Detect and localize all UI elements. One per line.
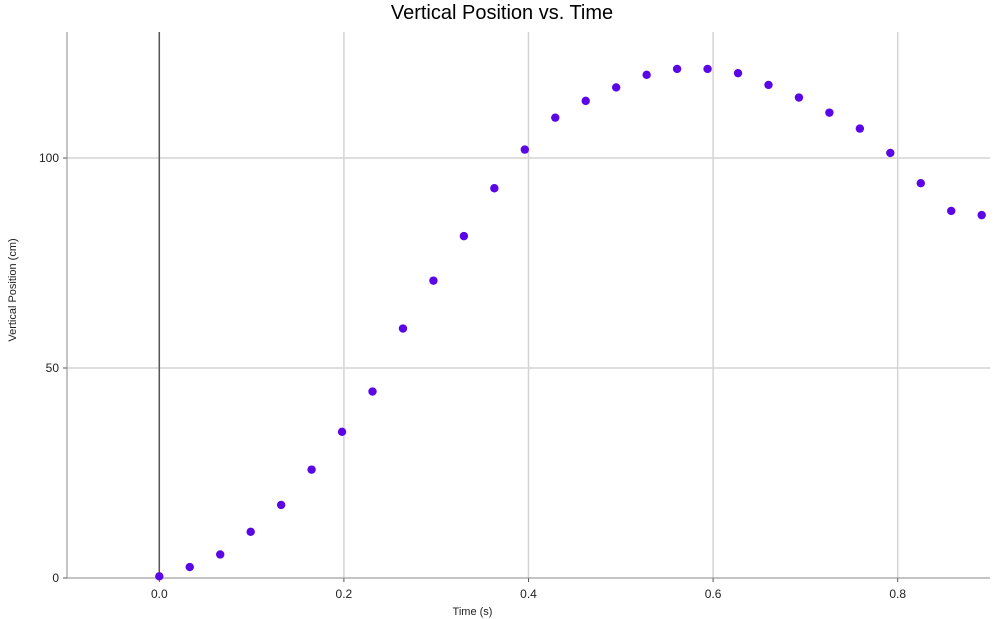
data-point [703, 64, 712, 74]
y-axis-label: Vertical Position (cm) [7, 238, 19, 341]
data-point [490, 184, 499, 193]
data-point [398, 324, 408, 333]
data-point [520, 145, 530, 154]
data-point [642, 70, 651, 80]
data-point [246, 527, 255, 536]
x-tick-label: 0.8 [889, 587, 906, 601]
data-point [216, 550, 225, 559]
y-tick-label: 50 [46, 361, 60, 375]
tick-labels: 0.0 0.2 0.4 0.6 0.8 0 50 100 [39, 151, 906, 601]
y-tick-label: 100 [39, 151, 59, 165]
data-point [672, 64, 682, 74]
data-point [185, 562, 194, 572]
chart-title: Vertical Position vs. Time [390, 2, 614, 24]
data-point [581, 96, 590, 106]
x-axis-label: Time (s) [453, 606, 493, 618]
x-tick-label: 0.0 [151, 587, 168, 601]
data-point [764, 80, 773, 90]
data-point [947, 206, 956, 216]
data-point [307, 465, 316, 474]
axes [63, 32, 990, 582]
x-tick-label: 0.6 [705, 587, 722, 601]
data-point [337, 427, 347, 437]
data-point [886, 148, 895, 158]
data-point [368, 387, 377, 396]
y-tick-label: 0 [52, 571, 59, 585]
data-point [733, 68, 743, 78]
data-point [155, 572, 164, 581]
data-point [977, 210, 986, 220]
data-points [155, 64, 986, 581]
data-point [551, 113, 560, 122]
data-point [825, 108, 834, 117]
data-point [429, 276, 438, 285]
data-point [459, 231, 469, 241]
data-point [611, 83, 621, 92]
x-tick-label: 0.4 [520, 587, 537, 601]
grid-lines [67, 32, 990, 578]
data-point [916, 179, 925, 188]
data-point [276, 500, 286, 510]
x-tick-label: 0.2 [336, 587, 353, 601]
data-point [855, 124, 865, 133]
data-point [794, 93, 804, 102]
